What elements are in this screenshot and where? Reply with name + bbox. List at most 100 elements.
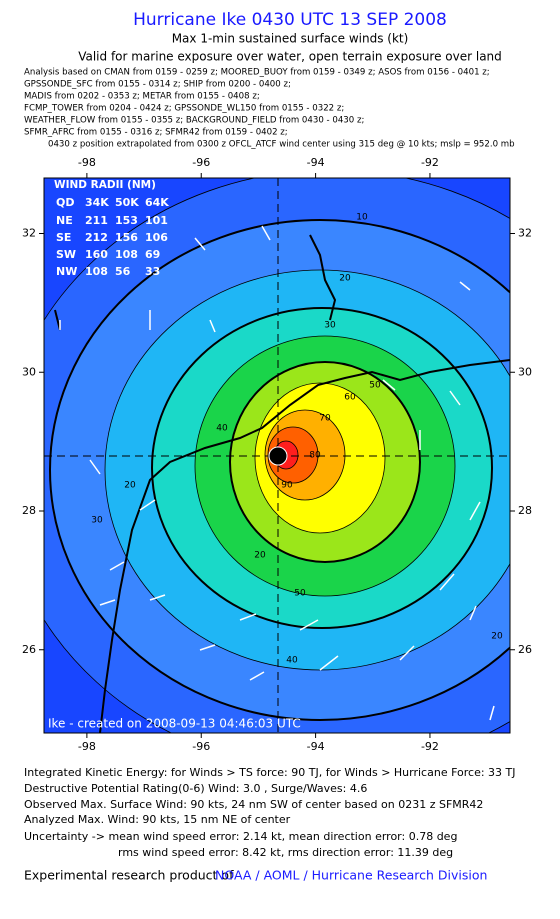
lat-label: 32 — [22, 227, 36, 240]
radii-cell: 101 — [145, 214, 168, 227]
lat-label: 26 — [22, 643, 36, 656]
contour-label: 90 — [281, 481, 293, 491]
contour-label: 10 — [356, 213, 368, 223]
wind-arrow — [319, 655, 339, 671]
major-contour — [151, 307, 493, 629]
lon-label: -98 — [78, 156, 96, 169]
title: Hurricane Ike 0430 UTC 13 SEP 2008 — [133, 10, 447, 30]
wind-arrow — [299, 619, 319, 631]
lon-label: -94 — [307, 740, 325, 753]
coastline — [54, 234, 510, 733]
lat-label: 28 — [518, 504, 532, 517]
contour-label: 20 — [339, 274, 351, 284]
contour-label: 30 — [324, 321, 336, 331]
lat-label: 26 — [518, 643, 532, 656]
wind-arrow — [139, 499, 156, 511]
lon-label: -94 — [307, 156, 325, 169]
wind-arrow — [459, 281, 471, 291]
footer-line: Integrated Kinetic Energy: for Winds > T… — [24, 766, 516, 779]
wind-arrow — [469, 605, 477, 621]
wind-arrow — [109, 561, 125, 571]
radii-header: 64K — [145, 196, 169, 209]
credit: Ike - created on 2008-09-13 04:46:03 UTC — [48, 717, 301, 731]
radii-title: WIND RADII (NM) — [54, 179, 156, 191]
radii-cell: 56 — [115, 265, 131, 278]
wind-arrow — [249, 671, 265, 681]
major-contour — [229, 361, 421, 563]
radii-header: 50K — [115, 196, 139, 209]
radii-cell: 153 — [115, 214, 138, 227]
lat-label: 28 — [22, 504, 36, 517]
footer-line: Observed Max. Surface Wind: 90 kts, 24 n… — [24, 798, 483, 811]
wind-arrow — [261, 225, 271, 241]
contour-label: 50 — [294, 589, 306, 599]
radii-cell: 211 — [85, 214, 108, 227]
wind-arrow — [199, 644, 216, 651]
wind-arrow — [239, 613, 257, 621]
source-link[interactable]: NOAA / AOML / Hurricane Research Divisio… — [215, 868, 487, 883]
radii-cell: NW — [56, 265, 77, 278]
frame — [43, 177, 511, 734]
footer-line: Destructive Potential Rating(0-6) Wind: … — [24, 782, 367, 795]
source-line: WEATHER_FLOW from 0155 - 0355 z; BACKGRO… — [24, 116, 364, 126]
radii-cell: 69 — [145, 248, 160, 261]
contour-label: 20 — [124, 481, 136, 491]
wind-arrow — [149, 594, 166, 601]
lon-label: -98 — [78, 740, 96, 753]
contour-label: 40 — [286, 656, 298, 666]
valid-note: Valid for marine exposure over water, op… — [78, 50, 502, 64]
contour-label: 60 — [344, 393, 356, 403]
source-line: GPSSONDE_SFC from 0155 - 0314 z; SHIP fr… — [24, 80, 291, 90]
wind-arrow — [449, 390, 461, 406]
contour-label: 30 — [91, 516, 103, 526]
contour-label: 20 — [254, 551, 266, 561]
radii-header: QD — [56, 196, 74, 209]
wind-arrow — [439, 573, 455, 591]
map-area: 10 20 30 40 50 60 70 80 90 20 20 30 40 50 20 WIND RADII… — [44, 178, 510, 733]
lon-label: -96 — [192, 156, 210, 169]
lon-label: -92 — [421, 740, 439, 753]
wind-arrow — [489, 705, 495, 721]
wind-arrow — [194, 237, 206, 251]
source-line: SFMR_AFRC from 0155 - 0316 z; SFMR42 fro… — [24, 128, 288, 138]
wind-arrow — [382, 379, 396, 391]
footer-line: rms wind speed error: 8.42 kt, rms direc… — [118, 846, 453, 859]
source-line: FCMP_TOWER from 0204 - 0424 z; GPSSONDE_… — [24, 104, 344, 114]
storm-center — [268, 446, 288, 466]
contour-label: 20 — [491, 632, 503, 642]
radii-cell: NE — [56, 214, 73, 227]
subtitle: Max 1-min sustained surface winds (kt) — [172, 32, 409, 46]
contour-label: 40 — [216, 424, 228, 434]
product-note: Experimental research product of — [24, 868, 234, 883]
major-contour — [49, 219, 510, 721]
lat-label: 30 — [22, 365, 36, 378]
wind-arrow — [469, 501, 481, 521]
radii-cell: 160 — [85, 248, 108, 261]
wind-arrow — [99, 599, 116, 606]
source-line: MADIS from 0202 - 0353 z; METAR from 015… — [24, 92, 260, 102]
radii-header: 34K — [85, 196, 109, 209]
lon-label: -96 — [192, 740, 210, 753]
lat-label: 30 — [518, 365, 532, 378]
contour-label: 80 — [309, 451, 321, 461]
radii-cell: SW — [56, 248, 76, 261]
contour-label: 50 — [369, 381, 381, 391]
radii-cell: 106 — [145, 231, 168, 244]
wind-arrow — [209, 319, 216, 333]
radii-cell: 212 — [85, 231, 108, 244]
source-line: Analysis based on CMAN from 0159 - 0259 … — [24, 68, 490, 78]
footer-line: Analyzed Max. Wind: 90 kts, 15 nm NE of … — [24, 813, 291, 826]
lat-label: 32 — [518, 227, 532, 240]
radii-cell: 108 — [115, 248, 138, 261]
radii-cell: SE — [56, 231, 71, 244]
lon-label: -92 — [421, 156, 439, 169]
source-line: 0430 z position extrapolated from 0300 z… — [48, 140, 515, 150]
radii-cell: 33 — [145, 265, 160, 278]
wind-arrow — [89, 459, 101, 475]
contour-label: 70 — [319, 414, 331, 424]
radii-cell: 156 — [115, 231, 138, 244]
footer-line: Uncertainty -> mean wind speed error: 2.… — [24, 830, 457, 843]
wind-arrow — [399, 645, 415, 661]
radii-cell: 108 — [85, 265, 108, 278]
